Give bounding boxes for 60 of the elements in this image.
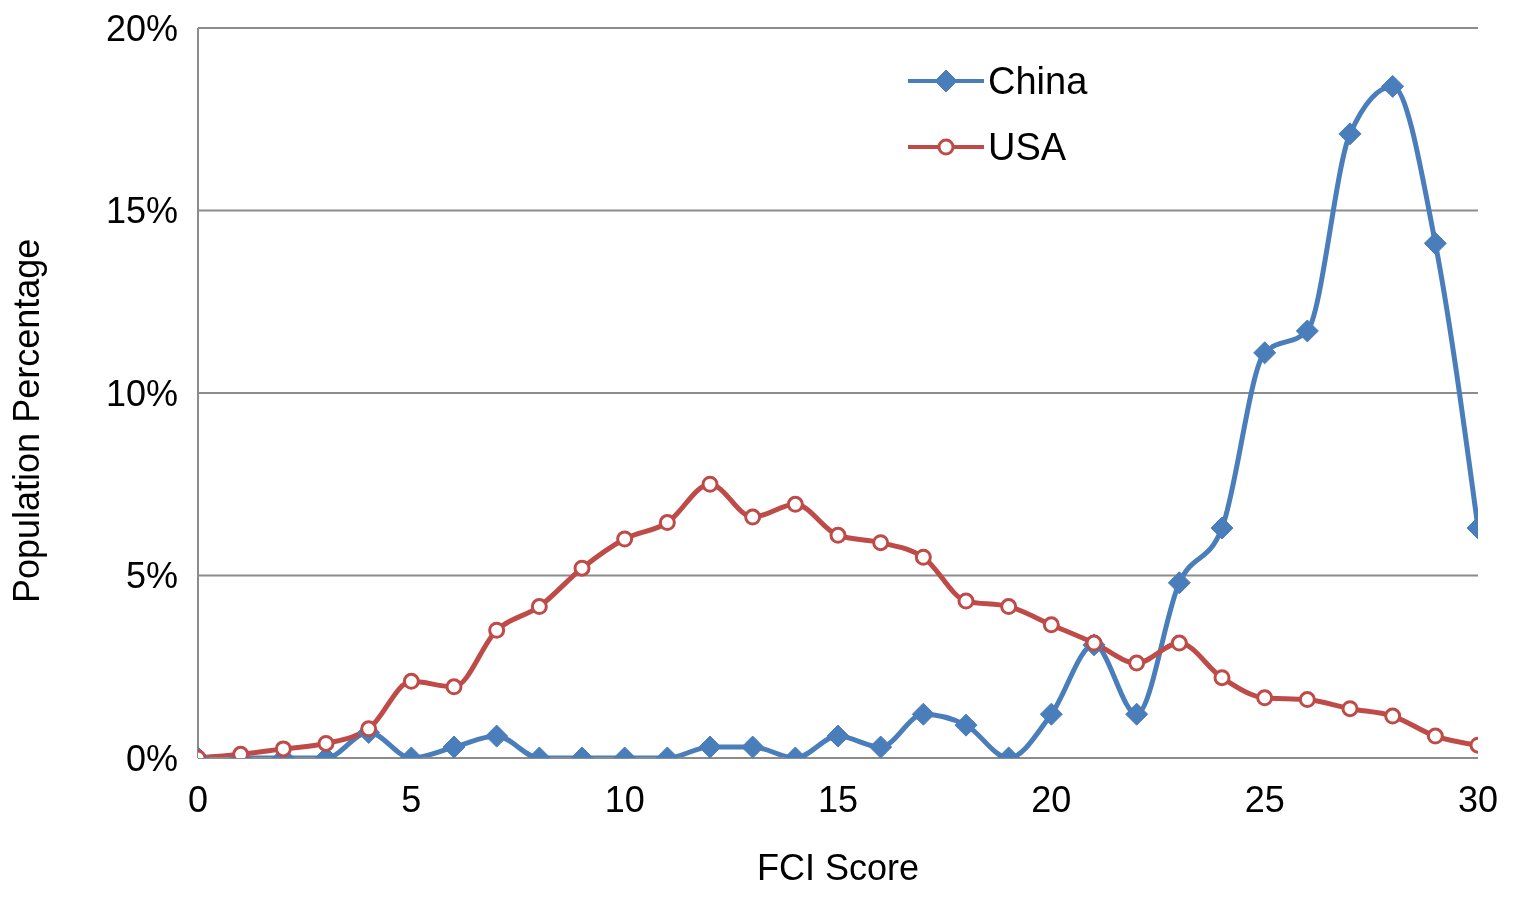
point — [1338, 122, 1362, 146]
legend-label: USA — [988, 125, 1067, 169]
point — [1039, 702, 1063, 726]
x-tick-label: 20 — [1031, 778, 1072, 820]
y-tick-label: 5% — [125, 555, 178, 597]
point — [402, 672, 420, 690]
point — [360, 720, 378, 738]
point — [914, 548, 932, 566]
x-axis-title: FCI Score — [756, 847, 920, 888]
point — [1426, 727, 1444, 745]
point — [1128, 654, 1146, 672]
point — [488, 621, 506, 639]
point — [1256, 689, 1274, 707]
point — [1423, 231, 1447, 255]
y-tick-label: 15% — [105, 190, 178, 232]
point — [573, 559, 591, 577]
point — [1000, 598, 1018, 616]
point — [1298, 691, 1316, 709]
point — [744, 508, 762, 526]
y-tick-label: 10% — [105, 372, 178, 414]
point — [957, 592, 975, 610]
point — [485, 724, 509, 748]
point — [530, 598, 548, 616]
point — [317, 734, 335, 752]
point — [1125, 702, 1149, 726]
point — [829, 526, 847, 544]
point — [741, 735, 765, 758]
y-tick-label: 20% — [105, 7, 178, 49]
x-tick-label: 25 — [1244, 778, 1285, 820]
x-tick-label: 0 — [187, 778, 209, 820]
point — [701, 475, 719, 493]
point — [826, 724, 850, 748]
x-tick-label: 5 — [401, 778, 422, 820]
y-tick-label: 0% — [125, 737, 178, 779]
point — [1167, 571, 1191, 595]
point — [698, 735, 722, 758]
point — [1170, 634, 1188, 652]
point — [1384, 707, 1402, 725]
point — [445, 678, 463, 696]
point — [1253, 341, 1277, 365]
point — [954, 713, 978, 737]
x-tick-label: 15 — [817, 778, 859, 820]
point — [616, 530, 634, 548]
point — [911, 702, 935, 726]
point — [1042, 616, 1060, 634]
point — [1210, 516, 1234, 540]
point — [1295, 319, 1319, 343]
point — [872, 534, 890, 552]
legend-label: China — [988, 59, 1088, 103]
x-tick-label: 10 — [604, 778, 645, 820]
x-tick-label: 30 — [1457, 778, 1499, 820]
point — [658, 514, 676, 532]
point — [442, 735, 466, 758]
y-axis-title: Population Percentage — [5, 238, 47, 603]
point — [274, 740, 292, 758]
point — [1213, 669, 1231, 687]
point — [1341, 700, 1359, 718]
point — [869, 735, 893, 758]
point — [1381, 74, 1405, 98]
point — [786, 495, 804, 513]
